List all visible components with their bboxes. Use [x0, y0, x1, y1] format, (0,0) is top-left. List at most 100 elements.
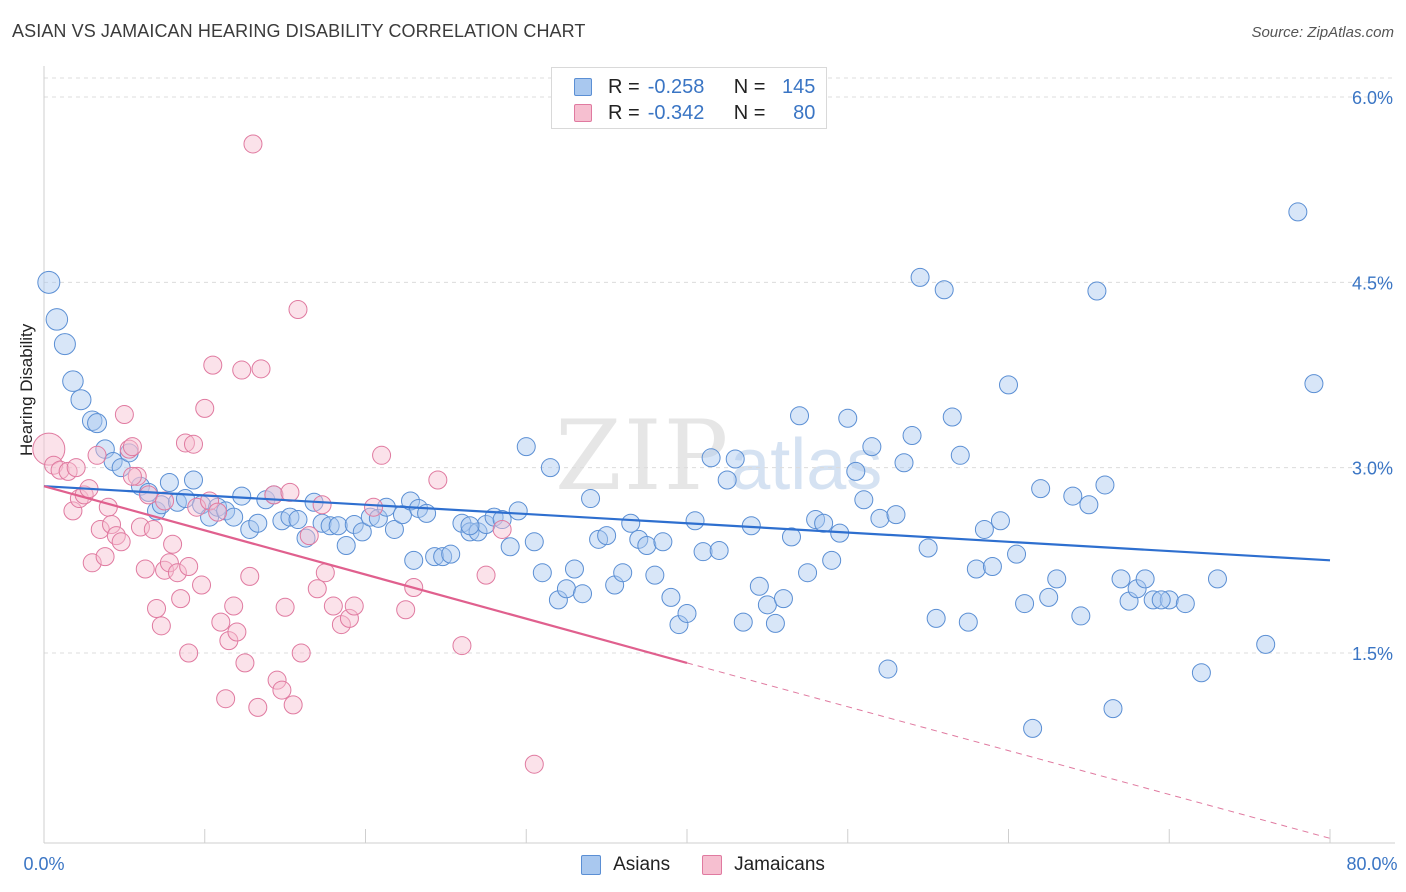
- jamaicans-point: [179, 643, 199, 663]
- asians-point: [1143, 590, 1163, 610]
- asians-point: [709, 540, 729, 560]
- legend-n-label: N =: [733, 75, 766, 98]
- asians-point: [1071, 606, 1091, 626]
- legend-item-jamaicans[interactable]: Jamaicans: [702, 854, 825, 876]
- asians-point: [53, 333, 76, 356]
- jamaicans-point: [251, 359, 271, 379]
- jamaicans-point: [248, 697, 268, 717]
- legend-label-asians: Asians: [613, 854, 671, 875]
- jamaicans-point: [372, 445, 392, 465]
- jamaicans-point: [307, 579, 327, 599]
- jamaicans-point: [208, 502, 228, 522]
- jamaicans-point: [428, 470, 448, 490]
- asians-point: [1095, 475, 1115, 495]
- legend-label-jamaicans: Jamaicans: [734, 854, 825, 875]
- asians-point: [240, 519, 260, 539]
- asians-point: [661, 587, 681, 607]
- asians-point: [1039, 587, 1059, 607]
- jamaicans-point: [151, 616, 171, 636]
- jamaicans-point: [143, 519, 163, 539]
- asians-point: [336, 536, 356, 556]
- asians-point: [70, 389, 92, 411]
- asians-point: [280, 507, 300, 527]
- asians-point: [45, 308, 69, 331]
- jamaicans-point: [312, 495, 332, 515]
- legend-item-asians[interactable]: Asians: [581, 854, 670, 876]
- jamaicans-point: [227, 622, 247, 642]
- jamaicans-point: [138, 485, 158, 505]
- asians-point: [878, 659, 898, 679]
- asians-point: [425, 547, 445, 567]
- jamaicans-point: [179, 557, 199, 577]
- asians-point: [248, 513, 268, 533]
- asians-point: [1288, 202, 1308, 222]
- asians-point: [151, 495, 171, 515]
- asians-point: [183, 470, 203, 490]
- y-tick-label: 3.0%: [1352, 459, 1393, 479]
- jamaicans-point: [50, 460, 70, 480]
- asians-point: [822, 550, 842, 570]
- jamaicans-point: [167, 563, 187, 583]
- jamaicans-point: [44, 455, 64, 475]
- asians-point: [757, 595, 777, 615]
- asians-point: [814, 513, 834, 533]
- asians-point: [224, 507, 244, 527]
- jamaicans-point: [323, 596, 343, 616]
- jamaicans-point: [114, 405, 134, 425]
- asians-point: [677, 603, 697, 623]
- asians-point: [1087, 281, 1107, 301]
- asians-point: [540, 458, 560, 478]
- asians-point: [460, 516, 480, 536]
- asians-point: [516, 437, 536, 457]
- asians-point: [159, 472, 179, 492]
- asians-point: [597, 526, 617, 546]
- jamaicans-point: [243, 134, 263, 154]
- jamaicans-point: [331, 615, 351, 635]
- asians-legend-swatch: [581, 855, 602, 875]
- jamaicans-point: [267, 670, 287, 690]
- chart-title: ASIAN VS JAMAICAN HEARING DISABILITY COR…: [12, 21, 586, 41]
- jamaicans-point: [344, 596, 364, 616]
- jamaicans-point: [264, 485, 284, 505]
- asians-point: [846, 461, 866, 481]
- legend-r-label: R =: [608, 101, 640, 124]
- asians-point: [1079, 495, 1099, 515]
- asians-point: [1175, 594, 1195, 614]
- asians-point: [328, 516, 348, 536]
- jamaicans-point: [192, 575, 212, 595]
- asians-point: [966, 559, 986, 579]
- jamaicans-point: [175, 433, 195, 453]
- asians-point: [492, 510, 512, 530]
- asians-point: [62, 370, 84, 392]
- jamaicans-point: [364, 497, 384, 517]
- asians-point: [581, 489, 601, 509]
- jamaicans-point: [272, 680, 292, 700]
- asians-point: [401, 491, 421, 511]
- jamaicans-point: [216, 689, 236, 709]
- jamaicans-point: [183, 434, 203, 454]
- jamaicans-point: [147, 599, 167, 619]
- tick-labels: 1.5% 3.0% 4.5% 6.0% 0.0% 80.0%: [23, 88, 1397, 874]
- jamaicans-point: [87, 445, 107, 465]
- jamaicans-point: [288, 300, 308, 320]
- asians-point: [942, 407, 962, 427]
- asians-point: [468, 522, 488, 542]
- asians-point: [717, 470, 737, 490]
- asians-point: [87, 413, 108, 434]
- legend-n-value-asians: 145: [782, 75, 816, 98]
- asians-point: [500, 537, 520, 557]
- asians-point: [1151, 590, 1171, 610]
- y-tick-label: 4.5%: [1352, 273, 1393, 293]
- asians-point: [693, 542, 713, 562]
- jamaicans-point: [283, 695, 303, 715]
- asians-point: [288, 510, 308, 530]
- asians-point: [910, 267, 930, 287]
- jamaicans-point: [119, 439, 139, 459]
- y-tick-label: 1.5%: [1352, 644, 1393, 664]
- jamaicans-point: [291, 643, 311, 663]
- asians-point: [854, 490, 874, 510]
- jamaicans-trend-line: [43, 485, 688, 664]
- jamaicans-point: [66, 458, 86, 478]
